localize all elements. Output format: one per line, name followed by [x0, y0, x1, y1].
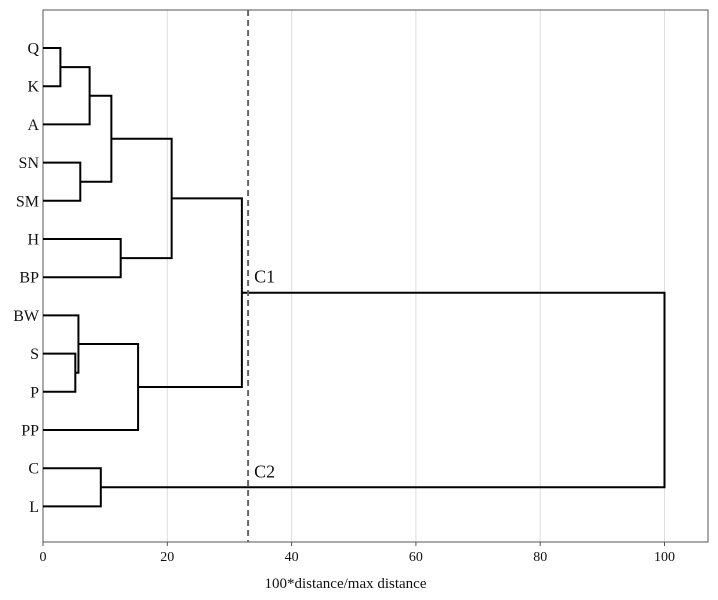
- leaf-label-sn: SN: [19, 155, 40, 172]
- leaf-label-l: L: [29, 499, 39, 516]
- leaf-label-bw: BW: [13, 308, 40, 325]
- x-tick-label-20: 20: [160, 550, 174, 565]
- leaf-label-a: A: [27, 117, 39, 134]
- link-n9: [43, 343, 140, 431]
- x-axis-label: 100*distance/max distance: [264, 576, 426, 592]
- plot-frame: [42, 9, 709, 543]
- grid-lines: [166, 10, 665, 542]
- cluster-label-c2: C2: [254, 461, 275, 481]
- leaf-label-q: Q: [27, 41, 39, 58]
- x-tick-label-80: 80: [533, 550, 547, 565]
- dendrogram-links: [43, 47, 666, 508]
- link-n2: [43, 66, 91, 126]
- link-n3: [43, 161, 82, 202]
- link-n12: [100, 291, 666, 489]
- leaf-label-s: S: [30, 346, 39, 363]
- link-n5: [43, 238, 122, 279]
- link-n11: [43, 467, 102, 508]
- x-tick-label-0: 0: [40, 550, 47, 565]
- link-n8: [43, 314, 80, 374]
- link-n1: [43, 47, 62, 88]
- leaf-label-h: H: [27, 232, 39, 249]
- leaf-label-bp: BP: [19, 270, 39, 287]
- cluster-annotations: C1 C2: [254, 267, 275, 482]
- leaf-label-p: P: [30, 384, 39, 401]
- cluster-label-c1: C1: [254, 267, 275, 287]
- leaf-label-sm: SM: [16, 193, 39, 210]
- link-n7: [43, 352, 77, 393]
- leaf-label-k: K: [27, 79, 39, 96]
- x-axis-ticks: 0 20 40 60 80 100: [40, 542, 675, 565]
- x-tick-label-40: 40: [285, 550, 299, 565]
- link-n4: [80, 94, 113, 183]
- leaf-label-pp: PP: [21, 423, 39, 440]
- x-tick-label-60: 60: [409, 550, 423, 565]
- x-tick-label-100: 100: [654, 550, 675, 565]
- leaf-label-c: C: [28, 461, 39, 478]
- link-n10: [138, 197, 243, 389]
